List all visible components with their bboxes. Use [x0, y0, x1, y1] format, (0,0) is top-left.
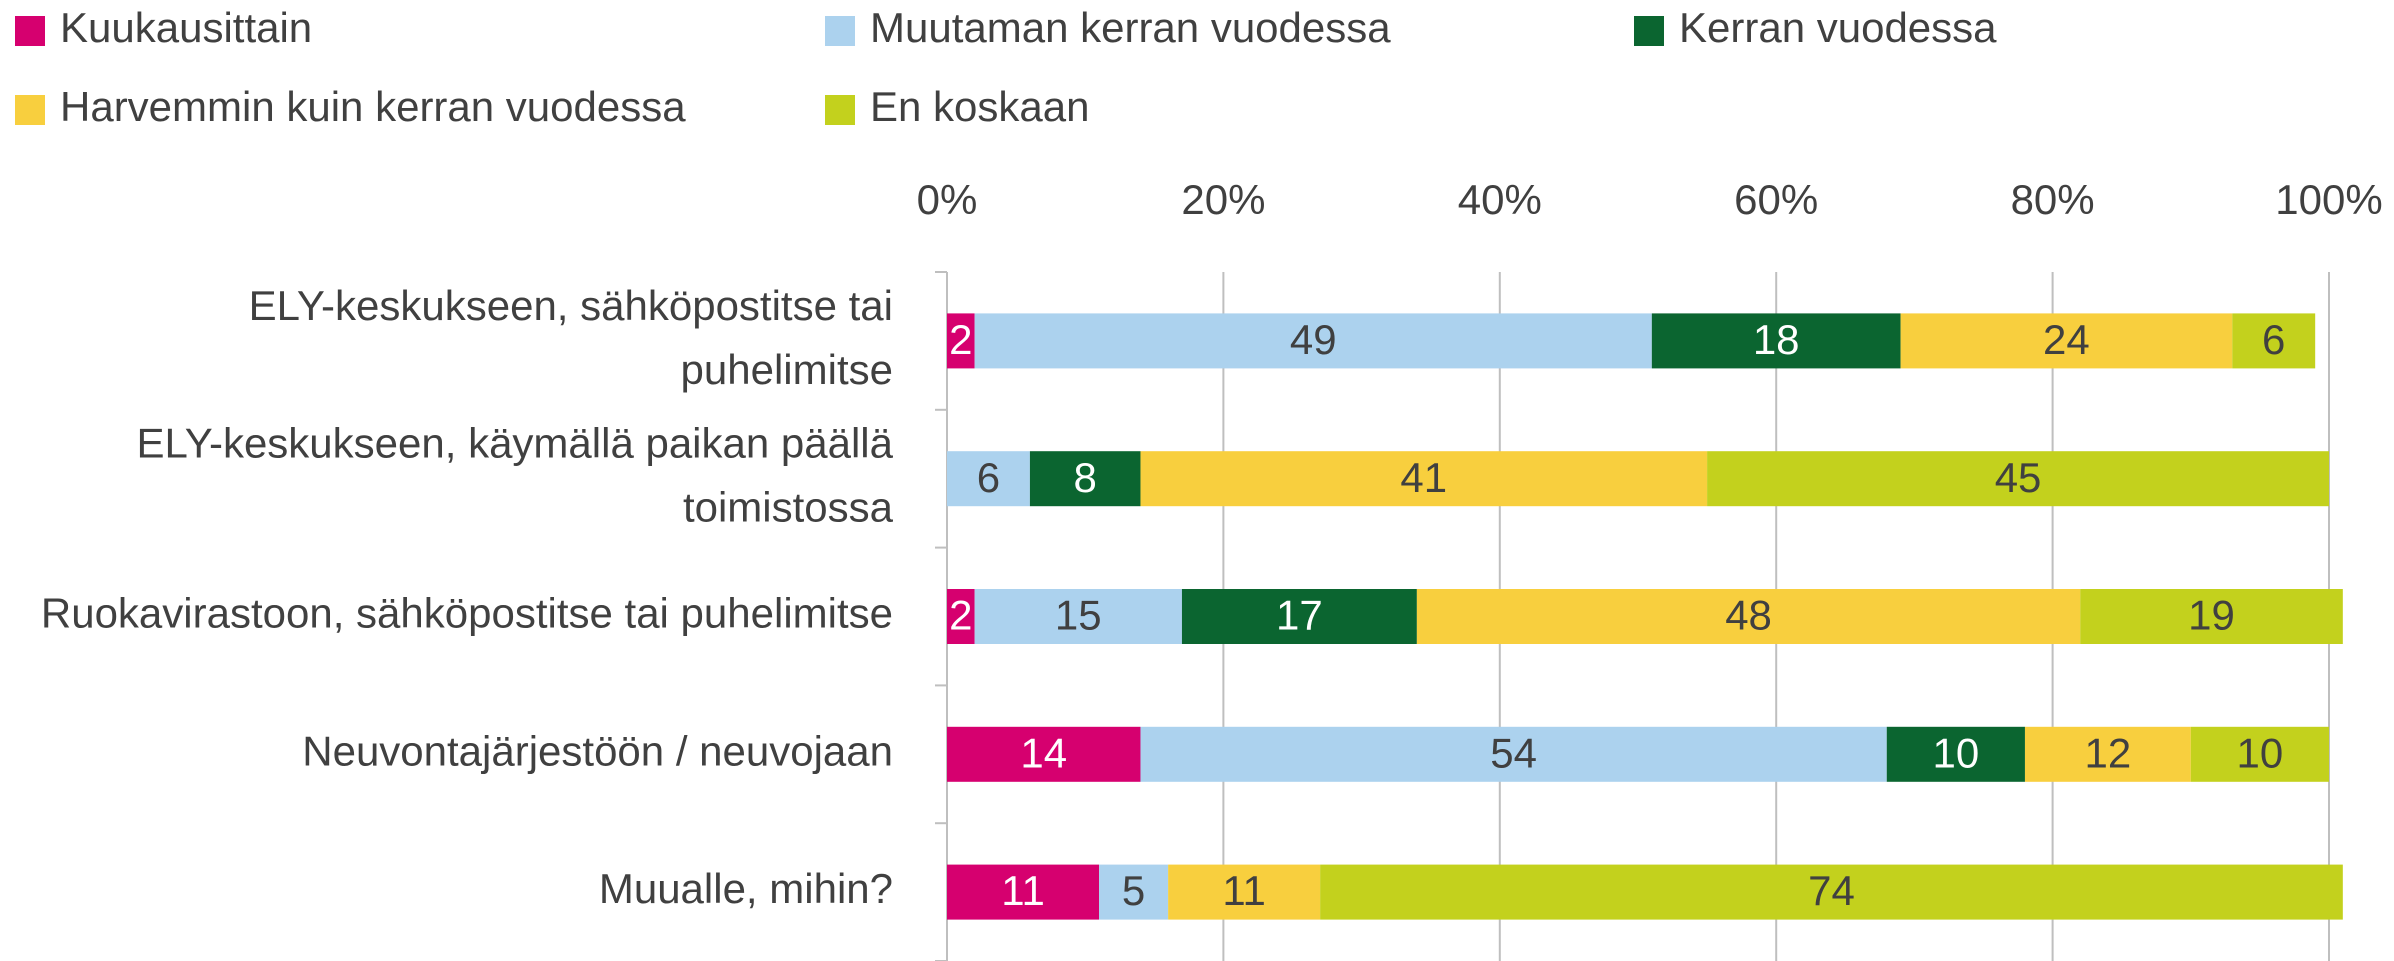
bar-segment	[1181, 589, 1417, 644]
data-label: 41	[1400, 454, 1447, 501]
x-tick-label: 80%	[2011, 176, 2095, 223]
data-label: 19	[2188, 592, 2235, 639]
data-label: 24	[2043, 316, 2090, 363]
x-tick-label: 20%	[1181, 176, 1265, 223]
x-tick-label: 0%	[917, 176, 978, 223]
data-label: 17	[1276, 592, 1323, 639]
legend-swatch	[825, 95, 855, 125]
data-label: 49	[1290, 316, 1337, 363]
y-tick-label: ELY-keskukseen, sähköpostitse tai puhelim…	[249, 282, 893, 393]
legend-swatch	[1634, 16, 1664, 46]
bar-segment	[1320, 864, 2343, 920]
y-tick-label: Ruokavirastoon, sähköpostitse tai puheli…	[41, 590, 893, 637]
bar-segment	[1900, 313, 2233, 369]
bar-segment	[1416, 589, 2081, 644]
y-tick-label: ELY-keskukseen, käymällä paikan päällä to…	[137, 420, 894, 531]
data-label: 6	[977, 454, 1000, 501]
bar-segment	[947, 589, 975, 644]
data-label: 18	[1753, 316, 1800, 363]
bar-segment	[2024, 726, 2191, 782]
legend-label: Kerran vuodessa	[1679, 4, 1997, 51]
data-label: 6	[2262, 316, 2285, 363]
bar-segment	[1651, 313, 1901, 369]
bar-segment	[947, 864, 1100, 920]
legend-label: Muutaman kerran vuodessa	[870, 4, 1391, 51]
legend-swatch	[825, 16, 855, 46]
data-label: 2	[949, 316, 972, 363]
data-label: 14	[1020, 729, 1067, 776]
data-label: 10	[1933, 729, 1980, 776]
bar-segment	[1886, 726, 2025, 782]
legend-swatch	[15, 16, 45, 46]
bar-segment	[947, 726, 1141, 782]
data-label: 11	[1001, 867, 1045, 914]
data-label: 45	[1995, 454, 2042, 501]
legend-swatch	[15, 95, 45, 125]
data-label: 5	[1122, 867, 1145, 914]
bar-segment	[1707, 451, 2329, 507]
data-label: 12	[2085, 729, 2132, 776]
x-tick-label: 40%	[1458, 176, 1542, 223]
data-label: 48	[1725, 592, 1772, 639]
legend-label: Harvemmin kuin kerran vuodessa	[60, 83, 686, 130]
data-label: 74	[1808, 867, 1855, 914]
y-tick-label: Muualle, mihin?	[599, 865, 893, 912]
bar-segment	[974, 589, 1182, 644]
bar-segment	[974, 313, 1652, 369]
legend-label: En koskaan	[870, 83, 1089, 130]
bar-segment	[947, 313, 975, 369]
bar-segment	[1099, 864, 1169, 920]
bar-segment	[1168, 864, 1321, 920]
bar-segment	[1140, 451, 1708, 507]
data-label: 10	[2237, 729, 2284, 776]
bar-segment	[2232, 313, 2316, 369]
data-label: 2	[949, 592, 972, 639]
data-label: 11	[1222, 867, 1266, 914]
y-tick-label: Neuvontajärjestöön / neuvojaan	[302, 727, 893, 774]
bar-segment	[1029, 451, 1141, 507]
bar-segment	[2190, 726, 2329, 782]
x-tick-label: 60%	[1734, 176, 1818, 223]
data-label: 15	[1055, 592, 1102, 639]
data-label: 8	[1074, 454, 1097, 501]
x-tick-label: 100%	[2275, 176, 2382, 223]
bar-segment	[947, 451, 1030, 507]
bar-segment	[2080, 589, 2343, 644]
data-label: 54	[1490, 729, 1537, 776]
bar-segment	[1140, 726, 1887, 782]
legend-label: Kuukausittain	[60, 4, 312, 51]
